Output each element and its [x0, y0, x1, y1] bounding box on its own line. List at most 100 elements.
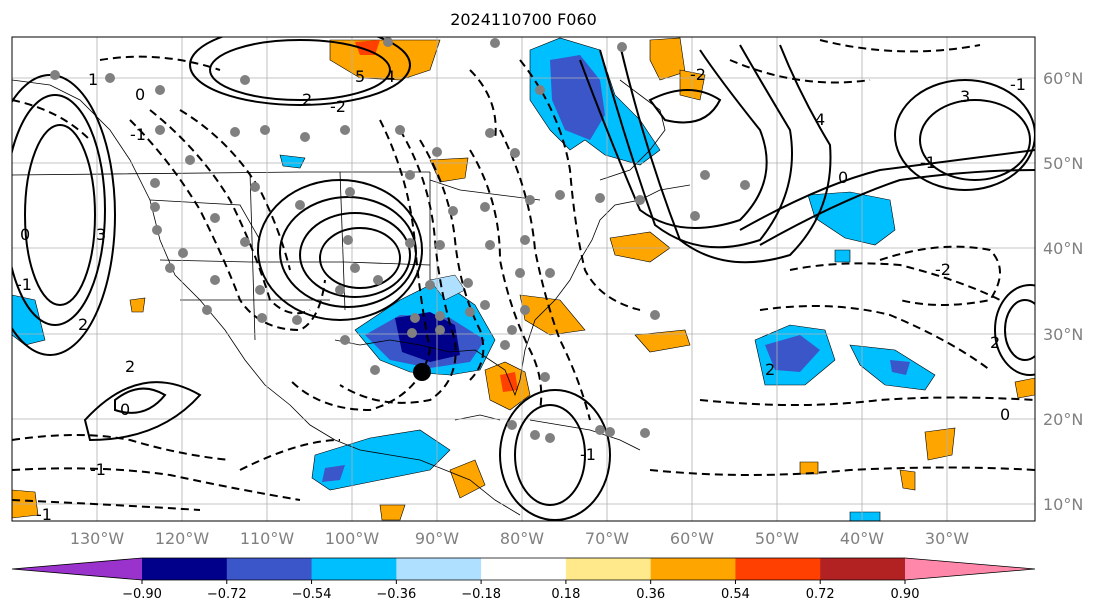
- contour-label: 0: [1000, 405, 1010, 424]
- orange-region-atlantic: [519, 294, 586, 336]
- colorbar-segment: [650, 558, 736, 580]
- high-pac-ring1: [24, 124, 96, 306]
- cyan-region-small2: [834, 249, 851, 263]
- high-us-ring4: [257, 179, 423, 321]
- lat-label: 20°N: [1043, 410, 1083, 429]
- lon-label: 110°W: [240, 529, 295, 548]
- lon-label: 130°W: [70, 529, 125, 548]
- high-carib-ring2: [499, 389, 611, 521]
- lat-label: 60°N: [1043, 69, 1083, 88]
- contour-label: 2: [302, 90, 312, 109]
- contour-label: 4: [385, 67, 395, 86]
- contour-label: 2: [990, 333, 1000, 352]
- colorbar-segment: [142, 558, 228, 580]
- contour-label: 2: [78, 315, 88, 334]
- colorbar-tick-label: −0.18: [461, 587, 501, 602]
- colorbar-tick-label: −0.72: [207, 587, 247, 602]
- colorbar-tick-label: −0.36: [376, 587, 416, 602]
- colorbar-segment: [820, 558, 906, 580]
- colorbar: [11, 557, 1036, 581]
- colorbar-segment: [226, 558, 313, 580]
- orange-region-small-east: [799, 461, 819, 475]
- blue-region-mid-atlantic2: [765, 335, 820, 372]
- contour-label: -1: [580, 445, 596, 464]
- cyan-region-canada-small: [279, 154, 306, 169]
- lon-label: 60°W: [670, 529, 714, 548]
- blue-region-mexico: [322, 465, 345, 482]
- contour-label: -1: [16, 275, 32, 294]
- contour-label: -1: [1010, 75, 1026, 94]
- colorbar-segment: [565, 558, 652, 580]
- storm-center-marker: [413, 363, 431, 381]
- orange-region-pacific2: [129, 297, 146, 313]
- orange-region-baffin: [679, 69, 706, 101]
- orange-region-ne: [649, 37, 686, 81]
- high-east-ring1: [1004, 299, 1035, 361]
- colorbar-extend-low: [12, 558, 142, 580]
- cyan-region-east-small: [849, 511, 881, 521]
- contour-label: 1: [88, 70, 98, 89]
- contour-labels: 1 0 -1 2 3 -2 5 4 0 -1 2 4 -2 0 -1 2 3 -…: [16, 65, 1026, 524]
- lon-label: 80°W: [500, 529, 544, 548]
- contour-label: -2: [690, 65, 706, 84]
- contour-label: -2: [330, 97, 346, 116]
- lon-label: 100°W: [325, 529, 380, 548]
- high-atl-ring1: [919, 99, 1031, 181]
- lon-label: 40°W: [840, 529, 884, 548]
- contour-label: 0: [20, 225, 30, 244]
- colorbar-tick-label: 0.90: [891, 587, 920, 602]
- contour-label: -1: [920, 153, 936, 172]
- colorbar-segment: [311, 558, 397, 580]
- grid: [12, 37, 1035, 521]
- colorbar-tick-label: −0.90: [122, 587, 162, 602]
- latitude-labels: 60°N 50°N 40°N 30°N 20°N 10°N: [1043, 69, 1083, 514]
- colorbar-tick-label: 0.72: [806, 587, 835, 602]
- contour-label: 4: [815, 110, 825, 129]
- colorbar-ticks: −0.90 −0.72 −0.54 −0.36 −0.18 0.18 0.36 0.54 0.7…: [122, 580, 919, 602]
- blue-region-mid-atlantic3: [890, 360, 910, 375]
- colorbar-segment: [735, 558, 821, 580]
- contour-label: 0: [120, 400, 130, 419]
- lon-label: 70°W: [585, 529, 629, 548]
- lon-label: 90°W: [415, 529, 459, 548]
- orange-region-east1: [924, 427, 956, 461]
- high-east-ring2: [994, 284, 1035, 376]
- cyan-region-west-pacific: [12, 294, 46, 346]
- observation-points: [50, 37, 750, 443]
- red-spot-north: [355, 40, 380, 55]
- colorbar-tick-label: 0.18: [551, 587, 580, 602]
- lon-label: 30°W: [925, 529, 969, 548]
- colorbar-tick-label: −0.54: [292, 587, 332, 602]
- contour-label: 3: [96, 225, 106, 244]
- contour-label: 2: [765, 360, 775, 379]
- contour-label: -1: [90, 460, 106, 479]
- contour-label: -1: [36, 505, 52, 524]
- colorbar-segment: [396, 558, 482, 580]
- orange-region-east2: [1014, 377, 1035, 399]
- map-title: 2024110700 F060: [450, 10, 597, 29]
- high-carib-ring1: [514, 404, 586, 506]
- high-pac-ring2: [12, 94, 106, 326]
- contour-label: 3: [960, 87, 970, 106]
- high-north-ring1: [209, 39, 391, 101]
- colorbar-segment: [481, 558, 567, 580]
- colorbar-tick-label: 0.36: [636, 587, 665, 602]
- high-us-ring1: [319, 227, 401, 289]
- contour-label: -1: [130, 125, 146, 144]
- dashed-contours: [12, 39, 1035, 511]
- lon-label: 50°W: [755, 529, 799, 548]
- red-region-florida: [500, 372, 518, 392]
- map-background: [12, 37, 1035, 521]
- lat-label: 40°N: [1043, 239, 1083, 258]
- lat-label: 50°N: [1043, 154, 1083, 173]
- orange-region-atl2: [634, 329, 691, 353]
- lat-label: 10°N: [1043, 495, 1083, 514]
- map-frame: [11, 36, 1036, 522]
- high-us-ring2: [299, 212, 411, 298]
- contour-label: 2: [125, 357, 135, 376]
- high-atl-ring2: [894, 79, 1035, 191]
- contour-label: 0: [838, 168, 848, 187]
- contour-label: 5: [355, 67, 365, 86]
- lon-label: 120°W: [155, 529, 210, 548]
